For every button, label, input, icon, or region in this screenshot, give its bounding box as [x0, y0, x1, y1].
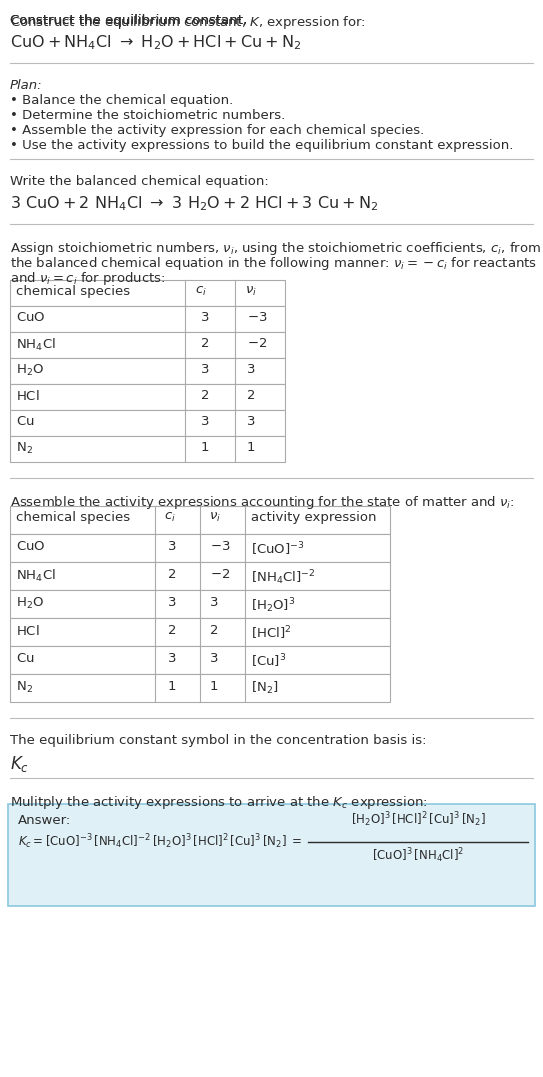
- Text: $K_c = [\mathrm{CuO}]^{-3}\,[\mathrm{NH_4Cl}]^{-2}\,[\mathrm{H_2O}]^3\,[\mathrm{: $K_c = [\mathrm{CuO}]^{-3}\,[\mathrm{NH_…: [18, 833, 302, 851]
- Text: Write the balanced chemical equation:: Write the balanced chemical equation:: [10, 174, 269, 188]
- Text: $\mathrm{HCl}$: $\mathrm{HCl}$: [16, 389, 40, 403]
- Text: $c_i$: $c_i$: [164, 510, 176, 524]
- Text: Assemble the activity expressions accounting for the state of matter and $\nu_i$: Assemble the activity expressions accoun…: [10, 494, 515, 510]
- Text: 3: 3: [168, 596, 176, 609]
- Text: $\mathrm{NH_4Cl}$: $\mathrm{NH_4Cl}$: [16, 568, 56, 584]
- Text: $\mathrm{HCl}$: $\mathrm{HCl}$: [16, 624, 40, 638]
- Text: • Determine the stoichiometric numbers.: • Determine the stoichiometric numbers.: [10, 109, 285, 122]
- Text: $[\mathrm{CuO}]^3\,[\mathrm{NH_4Cl}]^2$: $[\mathrm{CuO}]^3\,[\mathrm{NH_4Cl}]^2$: [372, 847, 464, 865]
- Text: 1: 1: [168, 680, 176, 693]
- Text: $\mathrm{NH_4Cl}$: $\mathrm{NH_4Cl}$: [16, 337, 56, 353]
- Text: chemical species: chemical species: [16, 285, 130, 298]
- Text: $[\mathrm{HCl}]^{2}$: $[\mathrm{HCl}]^{2}$: [251, 624, 291, 642]
- Text: 3: 3: [210, 596, 218, 609]
- Text: Construct the equilibrium constant, $K$, expression for:: Construct the equilibrium constant, $K$,…: [10, 14, 366, 31]
- Text: Answer:: Answer:: [18, 814, 71, 827]
- Text: $K_c$: $K_c$: [10, 754, 29, 774]
- Text: $-3$: $-3$: [210, 540, 230, 553]
- Bar: [10, 506, 390, 534]
- Bar: [10, 306, 285, 332]
- Text: $[\mathrm{Cu}]^{3}$: $[\mathrm{Cu}]^{3}$: [251, 652, 286, 670]
- Text: • Balance the chemical equation.: • Balance the chemical equation.: [10, 94, 233, 107]
- Text: Plan:: Plan:: [10, 79, 42, 92]
- Text: $\mathrm{CuO}$: $\mathrm{CuO}$: [16, 540, 46, 553]
- Text: $[\mathrm{CuO}]^{-3}$: $[\mathrm{CuO}]^{-3}$: [251, 540, 305, 558]
- Text: $\mathrm{CuO}$: $\mathrm{CuO}$: [16, 311, 46, 324]
- Bar: [10, 618, 390, 646]
- Text: $\mathrm{Cu}$: $\mathrm{Cu}$: [16, 652, 35, 665]
- Text: 3: 3: [247, 363, 256, 376]
- Text: 2: 2: [201, 389, 210, 402]
- Text: $\mathrm{3\ CuO + 2\ NH_4Cl\ \rightarrow\ 3\ H_2O + 2\ HCl + 3\ Cu + N_2}$: $\mathrm{3\ CuO + 2\ NH_4Cl\ \rightarrow…: [10, 194, 378, 212]
- Text: $\nu_i$: $\nu_i$: [245, 285, 257, 298]
- Text: • Use the activity expressions to build the equilibrium constant expression.: • Use the activity expressions to build …: [10, 139, 513, 152]
- Bar: [10, 646, 390, 674]
- Text: $-2$: $-2$: [247, 337, 267, 350]
- Text: $\mathrm{H_2O}$: $\mathrm{H_2O}$: [16, 363, 44, 378]
- Text: Construct the equilibrium constant,: Construct the equilibrium constant,: [10, 14, 251, 27]
- Text: activity expression: activity expression: [251, 510, 376, 524]
- Bar: [10, 590, 390, 618]
- Text: $[\mathrm{H_2O}]^{3}$: $[\mathrm{H_2O}]^{3}$: [251, 596, 295, 615]
- Text: 3: 3: [168, 540, 176, 553]
- Text: $-3$: $-3$: [247, 311, 268, 324]
- Text: 3: 3: [201, 415, 210, 428]
- Text: the balanced chemical equation in the following manner: $\nu_i = -c_i$ for react: the balanced chemical equation in the fo…: [10, 255, 537, 272]
- Bar: [10, 436, 285, 462]
- Bar: [10, 674, 390, 702]
- Text: 1: 1: [201, 440, 210, 454]
- Text: 3: 3: [201, 311, 210, 324]
- Text: $\mathrm{Cu}$: $\mathrm{Cu}$: [16, 415, 35, 428]
- Text: Construct the equilibrium constant,: Construct the equilibrium constant,: [10, 14, 251, 27]
- Text: $c_i$: $c_i$: [195, 285, 207, 298]
- Text: 3: 3: [247, 415, 256, 428]
- Text: Assign stoichiometric numbers, $\nu_i$, using the stoichiometric coefficients, $: Assign stoichiometric numbers, $\nu_i$, …: [10, 240, 541, 257]
- Bar: [10, 358, 285, 384]
- Text: $[\mathrm{H_2O}]^3\,[\mathrm{HCl}]^2\,[\mathrm{Cu}]^3\,[\mathrm{N_2}]$: $[\mathrm{H_2O}]^3\,[\mathrm{HCl}]^2\,[\…: [351, 810, 485, 829]
- Text: chemical species: chemical species: [16, 510, 130, 524]
- Text: $\nu_i$: $\nu_i$: [209, 510, 221, 524]
- Bar: [10, 384, 285, 410]
- Text: 2: 2: [168, 568, 176, 581]
- Text: $\mathrm{H_2O}$: $\mathrm{H_2O}$: [16, 596, 44, 611]
- Text: $\mathrm{N_2}$: $\mathrm{N_2}$: [16, 440, 33, 456]
- Text: • Assemble the activity expression for each chemical species.: • Assemble the activity expression for e…: [10, 124, 424, 137]
- Text: $[\mathrm{NH_4Cl}]^{-2}$: $[\mathrm{NH_4Cl}]^{-2}$: [251, 568, 315, 587]
- Text: $[\mathrm{N_2}]$: $[\mathrm{N_2}]$: [251, 680, 279, 696]
- Text: $-2$: $-2$: [210, 568, 230, 581]
- Text: and $\nu_i = c_i$ for products:: and $\nu_i = c_i$ for products:: [10, 270, 166, 286]
- Bar: [10, 562, 390, 590]
- Text: $\mathrm{N_2}$: $\mathrm{N_2}$: [16, 680, 33, 695]
- Text: 1: 1: [247, 440, 256, 454]
- Bar: [8, 805, 535, 906]
- Bar: [10, 410, 285, 436]
- Text: 2: 2: [247, 389, 256, 402]
- Text: 3: 3: [201, 363, 210, 376]
- Bar: [10, 534, 390, 562]
- Text: The equilibrium constant symbol in the concentration basis is:: The equilibrium constant symbol in the c…: [10, 735, 426, 747]
- Bar: [10, 280, 285, 306]
- Bar: [10, 332, 285, 358]
- Text: 2: 2: [201, 337, 210, 350]
- Text: 2: 2: [168, 624, 176, 637]
- Text: $\mathrm{CuO + NH_4Cl\ \rightarrow\ H_2O + HCl + Cu + N_2}$: $\mathrm{CuO + NH_4Cl\ \rightarrow\ H_2O…: [10, 33, 301, 52]
- Text: 3: 3: [210, 652, 218, 665]
- Text: 3: 3: [168, 652, 176, 665]
- Text: 1: 1: [210, 680, 218, 693]
- Text: 2: 2: [210, 624, 218, 637]
- Text: Mulitply the activity expressions to arrive at the $K_c$ expression:: Mulitply the activity expressions to arr…: [10, 794, 428, 811]
